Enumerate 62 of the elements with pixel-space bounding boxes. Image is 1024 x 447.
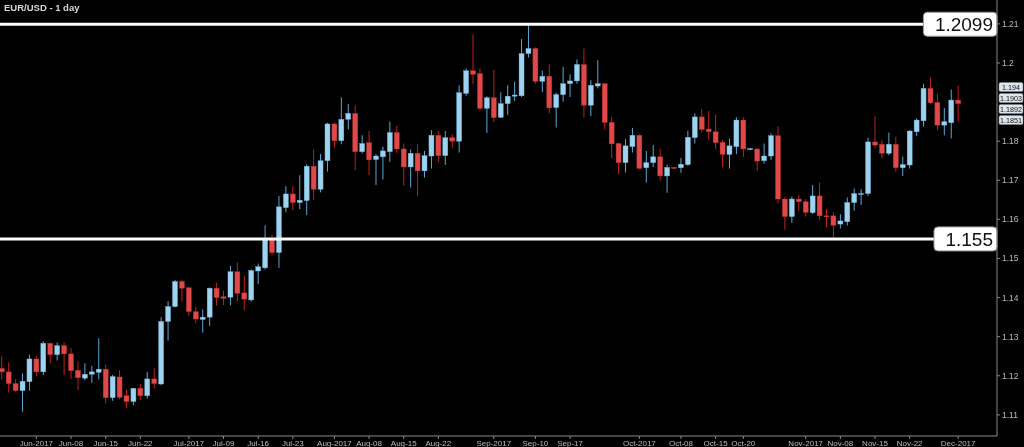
y-tick-label: 1.11	[1002, 409, 1019, 420]
x-tick-label: Oct-15	[703, 439, 729, 447]
x-tick-label: Nov-22	[896, 439, 924, 447]
candlestick	[290, 185, 296, 211]
candlestick	[435, 130, 442, 163]
y-tick-label: 1.2	[1002, 57, 1015, 68]
x-tick-label: Oct-20	[731, 439, 756, 447]
y-tick-label: 1.12	[1002, 370, 1019, 381]
x-tick-label: Jul-2017	[173, 439, 205, 447]
candlestick	[754, 148, 760, 172]
candlestick	[144, 371, 150, 399]
y-tick-label: 1.15	[1002, 253, 1019, 264]
candlestick	[809, 184, 816, 215]
y-tick-label: 1.17	[1002, 175, 1019, 186]
y-tick-label: 1.16	[1002, 214, 1019, 225]
x-tick-label: Sep-2017	[476, 439, 512, 447]
candlestick	[359, 134, 365, 154]
ref-line-label: 1.155	[945, 228, 993, 250]
x-tick-label: Nov-15	[862, 439, 889, 447]
x-tick-label: Nov-2017	[788, 439, 824, 447]
candlestick	[109, 374, 116, 402]
candlestick	[414, 143, 421, 197]
candlestick	[664, 164, 670, 194]
x-tick-label: Jul-09	[212, 439, 235, 447]
candlestick	[657, 148, 663, 182]
x-tick-label: Jun-15	[93, 439, 119, 447]
x-tick-label: Oct-08	[668, 439, 694, 447]
candlestick	[310, 148, 317, 201]
candlestick	[407, 148, 414, 189]
x-tick-label: Jun-22	[128, 439, 154, 447]
candlestick	[886, 132, 892, 156]
candlestick	[539, 70, 546, 93]
x-tick-label: Aug-22	[425, 439, 452, 447]
x-tick-label: Jun-08	[58, 439, 84, 447]
candlestick	[331, 122, 338, 148]
x-tick-label: Aug-08	[356, 439, 383, 447]
chart-title: EUR/USD - 1 day	[4, 2, 81, 13]
candlestick	[484, 95, 490, 134]
x-tick-label: Jun-2017	[19, 439, 54, 447]
x-tick-label: Nov-08	[827, 439, 854, 447]
x-tick-label: Jul-23	[281, 439, 305, 447]
ref-line-label: 1.2099	[934, 14, 993, 36]
y-tick-label: 1.18	[1002, 136, 1019, 147]
candlestick	[442, 130, 448, 166]
x-tick-label: Aug-2017	[317, 439, 353, 447]
candlestick	[893, 136, 899, 173]
candlestick	[366, 130, 372, 176]
x-tick-label: Oct-2017	[622, 439, 657, 447]
candlestick	[151, 367, 157, 389]
candlestick	[33, 355, 40, 377]
x-tick-label: Sep-10	[522, 439, 549, 447]
x-tick-label: Aug-15	[390, 439, 418, 447]
x-tick-label: Jul-16	[247, 439, 270, 447]
y-tick-label: 1.14	[1002, 292, 1019, 303]
x-tick-label: Dec-2017	[940, 439, 977, 447]
y-tick-label: 1.13	[1002, 331, 1019, 342]
x-tick-label: Sep-17	[557, 439, 584, 447]
candlestick	[955, 85, 961, 123]
candlestick	[491, 69, 497, 123]
candlestick	[269, 234, 275, 256]
candlestick	[789, 196, 795, 224]
y-tick-label: 1.21	[1002, 18, 1019, 29]
